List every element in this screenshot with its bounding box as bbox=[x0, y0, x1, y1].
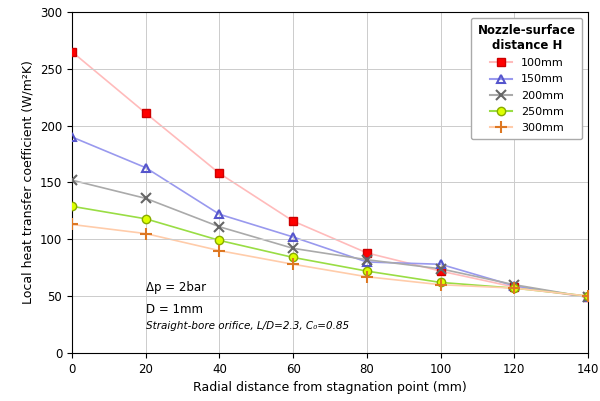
Legend: 100mm, 150mm, 200mm, 250mm, 300mm: 100mm, 150mm, 200mm, 250mm, 300mm bbox=[471, 18, 583, 140]
Text: Straight-bore orifice, L/D=2.3, C₀=0.85: Straight-bore orifice, L/D=2.3, C₀=0.85 bbox=[146, 321, 349, 331]
Y-axis label: Local heat transfer coefficient (W/m²K): Local heat transfer coefficient (W/m²K) bbox=[22, 61, 34, 304]
Text: Δp = 2bar: Δp = 2bar bbox=[146, 281, 206, 294]
X-axis label: Radial distance from stagnation point (mm): Radial distance from stagnation point (m… bbox=[193, 381, 467, 394]
Text: D = 1mm: D = 1mm bbox=[146, 303, 203, 316]
